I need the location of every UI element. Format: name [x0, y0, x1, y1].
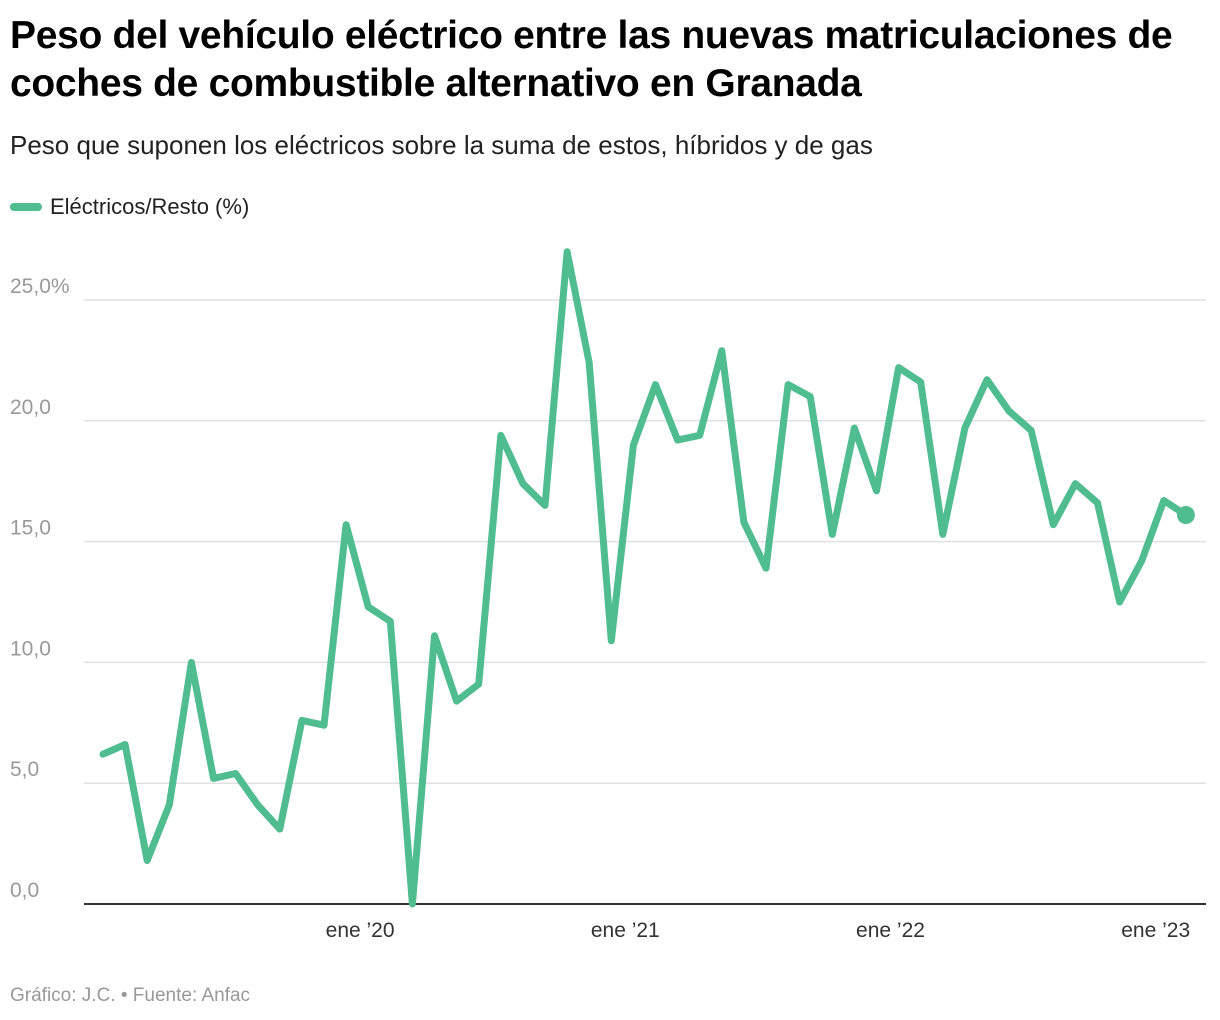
series-line [99, 248, 1190, 908]
last-data-point [1176, 506, 1195, 525]
chart-title: Peso del vehículo eléctrico entre las nu… [10, 14, 1173, 105]
legend-label: Eléctricos/Resto (%) [50, 194, 250, 219]
x-tick-label: ene ’23 [1121, 919, 1190, 942]
series-layer [99, 248, 1195, 908]
y-tick-label: 20,0 [10, 396, 51, 419]
chart-subtitle: Peso que suponen los eléctricos sobre la… [10, 130, 873, 160]
x-tick-label: ene ’21 [591, 919, 660, 942]
y-tick-label: 10,0 [10, 637, 51, 660]
grid-lines [84, 299, 1206, 905]
x-axis-ticks: ene ’20 ene ’21 ene ’22 ene ’23 [326, 919, 1191, 942]
y-tick-label: 5,0 [10, 758, 39, 781]
y-axis-ticks: 0,0 5,0 10,0 15,0 20,0 25,0% [10, 275, 70, 902]
chart-footer: Gráfico: J.C. • Fuente: Anfac [10, 985, 251, 1006]
x-tick-label: ene ’22 [856, 919, 925, 942]
x-tick-label: ene ’20 [326, 919, 395, 942]
y-tick-label: 0,0 [10, 879, 39, 902]
y-tick-label: 25,0% [10, 275, 70, 298]
y-tick-label: 15,0 [10, 517, 51, 540]
legend-swatch [10, 203, 42, 211]
legend: Eléctricos/Resto (%) [10, 194, 249, 220]
